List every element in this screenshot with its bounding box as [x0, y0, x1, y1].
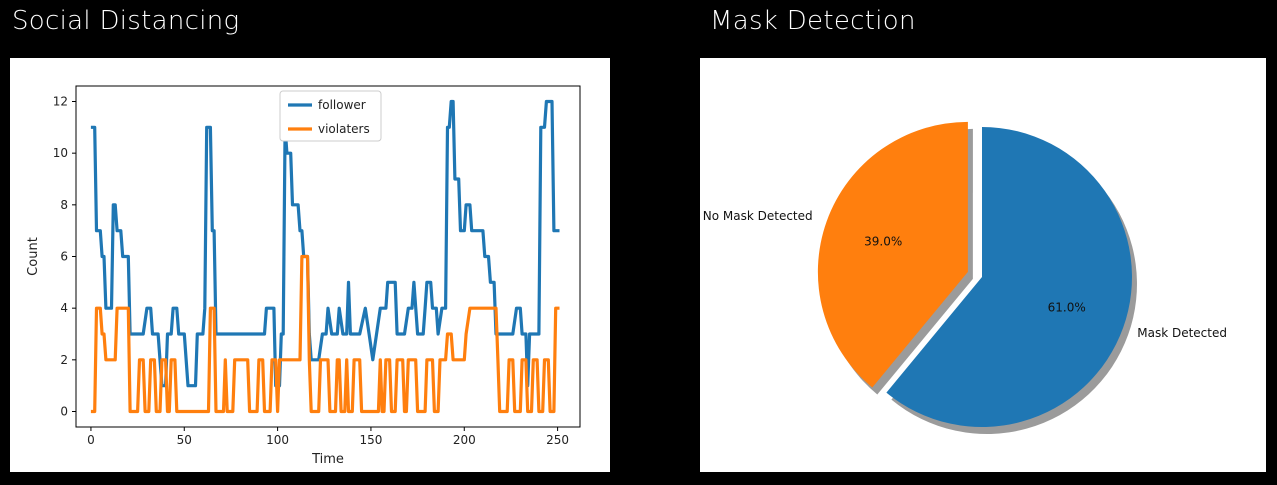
x-tick-label: 50 [177, 433, 192, 447]
y-tick-label: 8 [60, 198, 68, 212]
y-tick-label: 0 [60, 405, 68, 419]
y-tick-label: 4 [60, 301, 68, 315]
social-distancing-chart-panel: 0 50 100 150 200 250 0 2 4 6 8 10 12 Time Count followe… [10, 58, 610, 472]
x-tick-label: 0 [87, 433, 95, 447]
x-tick-label: 100 [266, 433, 289, 447]
y-tick-label: 6 [60, 250, 68, 264]
y-axis-label: Count [26, 237, 41, 276]
x-tick-label: 150 [359, 433, 382, 447]
series-line-follower [90, 99, 560, 388]
mask-detection-chart-panel: 39.0% No Mask Detected 61.0% Mask Detected [700, 58, 1266, 472]
x-axis-label: Time [311, 452, 344, 467]
y-tick-label: 10 [53, 146, 68, 160]
series-line-violaters [90, 254, 560, 414]
pie-pct-no-mask-detected: 39.0% [864, 234, 902, 248]
line-chart: 0 50 100 150 200 250 0 2 4 6 8 10 12 Time Count followe… [26, 85, 581, 467]
social-distancing-title: Social Distancing [12, 6, 240, 36]
pie-chart: 39.0% No Mask Detected 61.0% Mask Detected [703, 121, 1227, 434]
pie-pct-mask-detected: 61.0% [1048, 300, 1086, 314]
y-tick-label: 12 [53, 95, 68, 109]
pie-label-no-mask-detected: No Mask Detected [703, 209, 813, 223]
y-tick-label: 2 [60, 353, 68, 367]
pie-slice-mask-detected [886, 127, 1132, 427]
pie-label-mask-detected: Mask Detected [1137, 326, 1227, 340]
x-tick-label: 250 [546, 433, 569, 447]
legend-label-violaters: violaters [318, 122, 370, 136]
pie-slice-no-mask-detected [817, 121, 968, 388]
mask-detection-title: Mask Detection [710, 6, 916, 36]
x-tick-label: 200 [453, 433, 476, 447]
legend-label-follower: follower [318, 98, 366, 112]
